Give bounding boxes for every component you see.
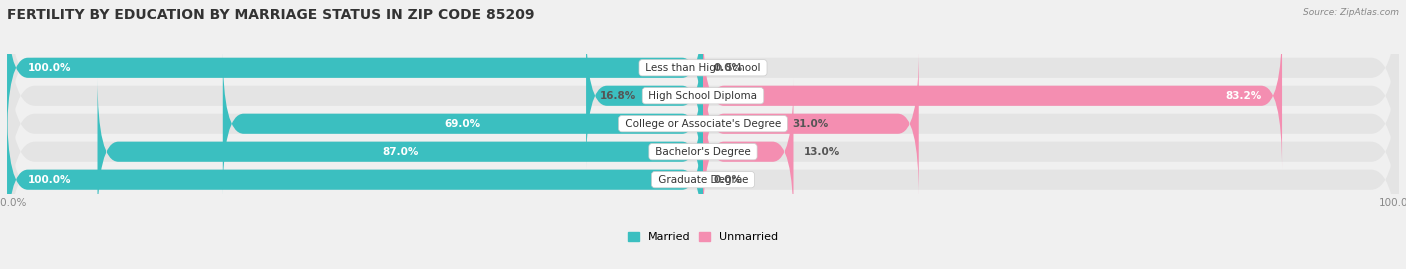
- FancyBboxPatch shape: [703, 50, 918, 198]
- Text: Bachelor's Degree: Bachelor's Degree: [652, 147, 754, 157]
- Text: 16.8%: 16.8%: [600, 91, 637, 101]
- FancyBboxPatch shape: [7, 0, 1399, 170]
- Text: College or Associate's Degree: College or Associate's Degree: [621, 119, 785, 129]
- Text: 31.0%: 31.0%: [793, 119, 830, 129]
- Text: 13.0%: 13.0%: [804, 147, 841, 157]
- FancyBboxPatch shape: [7, 78, 1399, 269]
- Text: Source: ZipAtlas.com: Source: ZipAtlas.com: [1303, 8, 1399, 17]
- Legend: Married, Unmarried: Married, Unmarried: [623, 228, 783, 247]
- FancyBboxPatch shape: [97, 78, 703, 226]
- FancyBboxPatch shape: [7, 50, 1399, 254]
- Text: High School Diploma: High School Diploma: [645, 91, 761, 101]
- Text: 87.0%: 87.0%: [382, 147, 419, 157]
- FancyBboxPatch shape: [7, 0, 1399, 198]
- Text: 69.0%: 69.0%: [444, 119, 481, 129]
- FancyBboxPatch shape: [586, 22, 703, 170]
- Text: Graduate Degree: Graduate Degree: [655, 175, 751, 185]
- FancyBboxPatch shape: [7, 22, 1399, 226]
- FancyBboxPatch shape: [222, 50, 703, 198]
- Text: 83.2%: 83.2%: [1225, 91, 1261, 101]
- Text: 100.0%: 100.0%: [28, 63, 72, 73]
- Text: 100.0%: 100.0%: [28, 175, 72, 185]
- Text: 0.0%: 0.0%: [713, 175, 742, 185]
- FancyBboxPatch shape: [7, 106, 703, 254]
- Text: Less than High School: Less than High School: [643, 63, 763, 73]
- FancyBboxPatch shape: [7, 0, 703, 142]
- FancyBboxPatch shape: [703, 78, 793, 226]
- FancyBboxPatch shape: [703, 22, 1282, 170]
- Text: FERTILITY BY EDUCATION BY MARRIAGE STATUS IN ZIP CODE 85209: FERTILITY BY EDUCATION BY MARRIAGE STATU…: [7, 8, 534, 22]
- Text: 0.0%: 0.0%: [713, 63, 742, 73]
